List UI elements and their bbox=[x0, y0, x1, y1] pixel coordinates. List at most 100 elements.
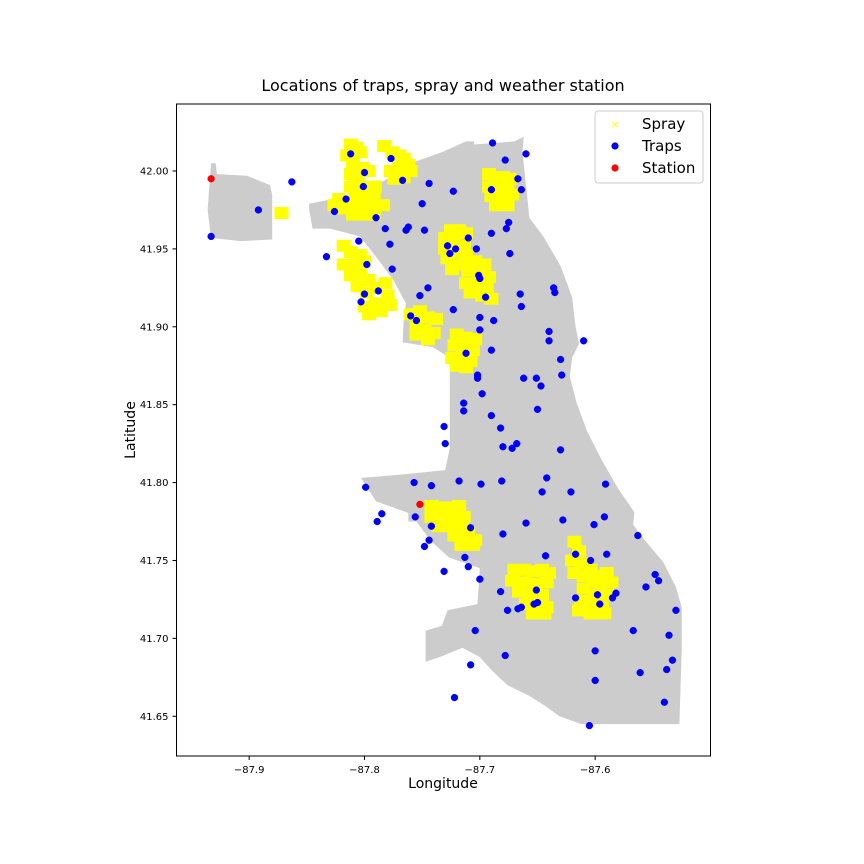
traps-point-39 bbox=[487, 229, 496, 237]
x-tick-label-2: −87.7 bbox=[465, 765, 496, 776]
traps-point-130 bbox=[654, 577, 663, 585]
traps-point-53 bbox=[579, 337, 588, 345]
traps-point-99 bbox=[425, 536, 433, 544]
traps-point-67 bbox=[473, 374, 482, 382]
traps-point-2 bbox=[288, 178, 296, 186]
spray-point-91 bbox=[502, 172, 517, 185]
spray-point-116 bbox=[435, 510, 450, 523]
spray-point-47 bbox=[378, 277, 393, 290]
traps-point-62 bbox=[476, 326, 484, 334]
station-point-1 bbox=[416, 500, 424, 509]
spray-point-136 bbox=[539, 576, 554, 589]
spray-point-134 bbox=[516, 576, 531, 589]
plot-area bbox=[176, 103, 711, 757]
spray-series bbox=[274, 138, 619, 620]
traps-point-138 bbox=[471, 626, 479, 635]
traps-point-94 bbox=[361, 483, 370, 491]
traps-point-133 bbox=[668, 656, 677, 664]
spray-point-120 bbox=[442, 520, 457, 533]
spray-point-102 bbox=[468, 333, 483, 346]
traps-point-27 bbox=[425, 179, 433, 188]
spray-point-144 bbox=[537, 607, 552, 620]
traps-point-101 bbox=[440, 567, 448, 576]
traps-point-103 bbox=[466, 524, 475, 532]
traps-point-125 bbox=[629, 626, 637, 635]
traps-point-117 bbox=[603, 550, 611, 558]
legend-station-marker bbox=[611, 164, 619, 172]
traps-point-126 bbox=[636, 668, 644, 677]
spray-point-75 bbox=[445, 263, 460, 276]
legend-box bbox=[594, 110, 704, 184]
x-tick-label-0: −87.9 bbox=[234, 765, 265, 776]
traps-point-26 bbox=[418, 200, 426, 208]
traps-point-70 bbox=[460, 399, 468, 407]
traps-point-90 bbox=[477, 480, 485, 488]
traps-point-129 bbox=[651, 570, 659, 579]
traps-point-114 bbox=[571, 550, 580, 558]
traps-point-50 bbox=[517, 302, 526, 311]
traps-point-69 bbox=[460, 407, 468, 415]
spray-point-95 bbox=[484, 189, 499, 202]
spray-point-126 bbox=[454, 538, 469, 551]
traps-point-1 bbox=[254, 206, 263, 214]
traps-point-35 bbox=[476, 274, 484, 283]
y-tick-label-0: 41.65 bbox=[140, 712, 169, 723]
spray-point-165 bbox=[597, 607, 612, 620]
spray-point-24 bbox=[375, 199, 390, 212]
traps-point-44 bbox=[502, 224, 511, 233]
traps-point-59 bbox=[537, 382, 545, 390]
traps-point-135 bbox=[660, 698, 669, 706]
spray-point-137 bbox=[512, 585, 527, 598]
spray-point-156 bbox=[604, 576, 619, 589]
traps-point-72 bbox=[441, 439, 449, 448]
traps-point-139 bbox=[450, 693, 459, 702]
spray-point-133 bbox=[505, 574, 520, 587]
spray-point-82 bbox=[458, 277, 473, 290]
traps-point-105 bbox=[476, 575, 484, 583]
traps-point-118 bbox=[593, 591, 602, 599]
spray-point-123 bbox=[447, 529, 462, 542]
traps-point-123 bbox=[591, 676, 599, 685]
spray-point-99 bbox=[500, 199, 515, 212]
traps-point-14 bbox=[381, 224, 389, 233]
legend-spray-marker: × bbox=[610, 118, 619, 131]
traps-point-29 bbox=[449, 187, 457, 195]
traps-point-19 bbox=[398, 176, 407, 184]
traps-point-38 bbox=[481, 293, 490, 301]
spray-point-53 bbox=[362, 308, 377, 321]
spray-point-110 bbox=[458, 361, 473, 374]
spray-point-135 bbox=[528, 577, 543, 590]
spray-point-163 bbox=[572, 604, 587, 617]
traps-point-86 bbox=[538, 488, 546, 496]
traps-point-37 bbox=[472, 245, 481, 253]
traps-point-121 bbox=[612, 589, 620, 597]
traps-point-87 bbox=[522, 519, 530, 527]
y-axis-label: Latitude bbox=[123, 401, 139, 459]
traps-point-65 bbox=[462, 349, 470, 357]
traps-point-16 bbox=[360, 168, 369, 177]
traps-point-106 bbox=[496, 587, 505, 596]
traps-point-45 bbox=[514, 175, 522, 183]
plot-frame bbox=[176, 103, 711, 757]
x-axis: −87.9 −87.8 −87.7 −87.6 bbox=[234, 756, 610, 776]
traps-point-0 bbox=[207, 232, 215, 241]
traps-point-47 bbox=[522, 150, 530, 158]
spray-point-97 bbox=[505, 188, 520, 201]
traps-point-46 bbox=[517, 186, 526, 194]
spray-point-115 bbox=[424, 510, 439, 523]
spray-point-118 bbox=[456, 510, 471, 523]
spray-point-79 bbox=[461, 264, 476, 277]
traps-point-25 bbox=[404, 223, 412, 231]
legend-traps-marker bbox=[611, 142, 619, 150]
traps-point-75 bbox=[499, 443, 507, 451]
traps-point-98 bbox=[420, 542, 429, 551]
traps-point-74 bbox=[496, 424, 505, 432]
spray-point-16 bbox=[357, 199, 372, 212]
spray-point-145 bbox=[567, 535, 582, 548]
traps-point-85 bbox=[559, 516, 567, 524]
spray-point-119 bbox=[431, 520, 446, 533]
spray-point-2 bbox=[352, 146, 367, 159]
traps-point-33 bbox=[451, 245, 460, 253]
traps-point-76 bbox=[508, 444, 516, 452]
traps-point-115 bbox=[571, 594, 580, 602]
